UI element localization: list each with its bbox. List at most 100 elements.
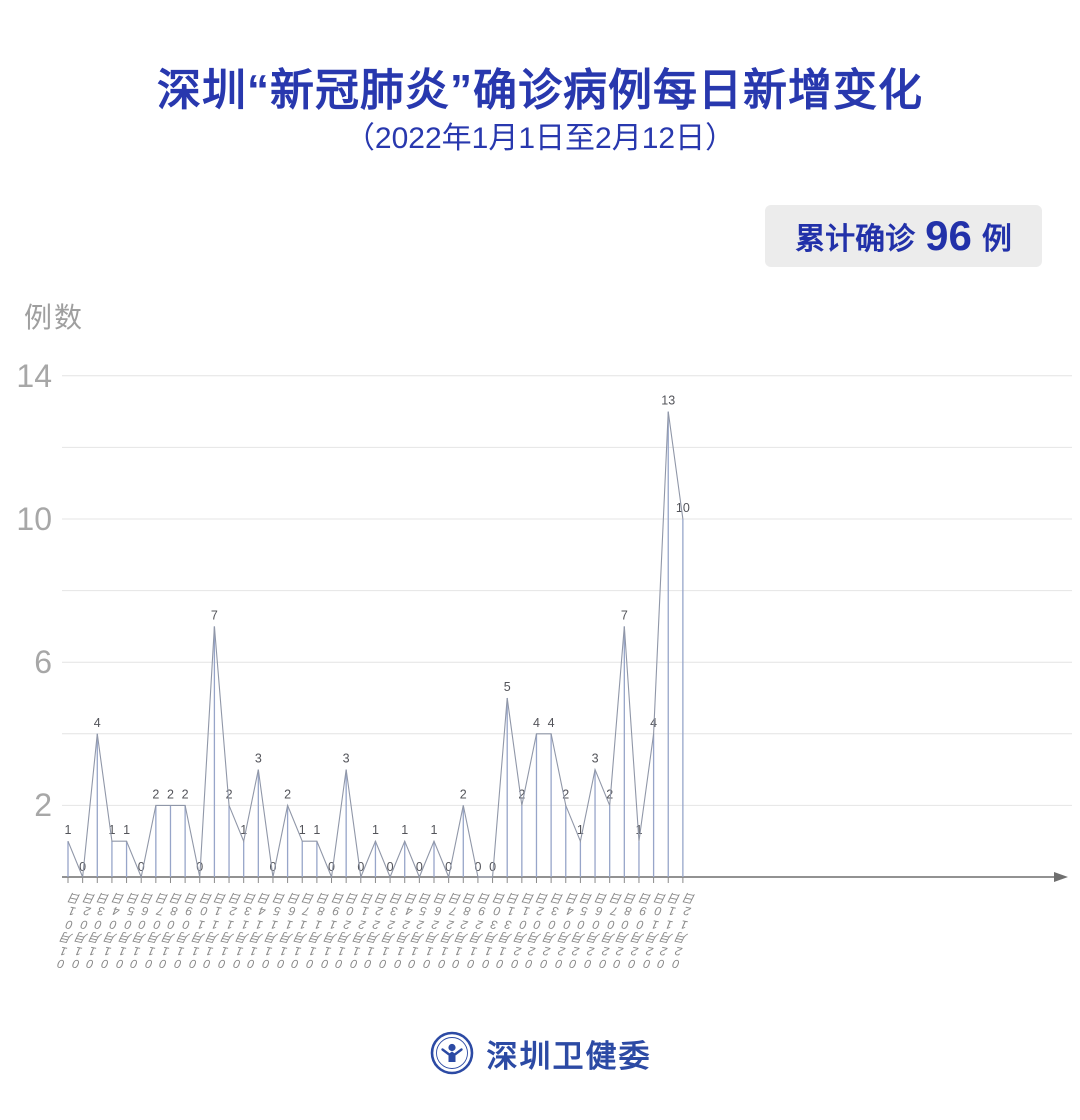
date-label-char: 0 — [547, 916, 558, 932]
data-point-label: 0 — [79, 860, 86, 874]
data-point-label: 1 — [635, 823, 642, 837]
data-point-label: 2 — [152, 787, 159, 801]
date-label-char: 0 — [181, 916, 192, 932]
data-point-label: 1 — [313, 823, 320, 837]
badge-suffix: 例 — [981, 223, 1012, 256]
data-point-label: 0 — [328, 860, 335, 874]
date-label-char: 1 — [351, 943, 362, 959]
date-label-char: 1 — [117, 943, 127, 959]
data-point-label: 2 — [606, 787, 613, 801]
date-label-char: 2 — [371, 916, 382, 932]
date-label-char: 1 — [483, 943, 493, 959]
data-point-label: 13 — [661, 394, 675, 408]
data-point-label: 0 — [387, 860, 394, 874]
date-label-char: 1 — [439, 943, 450, 959]
data-point-label: 3 — [343, 752, 350, 766]
date-label-char: 1 — [146, 943, 157, 959]
data-point-label: 1 — [240, 823, 247, 837]
data-point-label: 4 — [548, 716, 555, 730]
data-point-label: 1 — [431, 823, 438, 837]
date-label-char: 2 — [342, 916, 353, 932]
date-label-char: 0 — [576, 916, 587, 932]
date-label-char: 2 — [644, 943, 654, 959]
data-point-label: 2 — [518, 787, 525, 801]
y-axis-unit-label: 例数 — [24, 302, 85, 333]
data-point-label: 4 — [533, 716, 540, 730]
x-axis-arrow-icon — [1054, 872, 1068, 882]
total-confirmed-badge: 累计确诊 96 例 — [765, 205, 1042, 267]
data-point-label: 0 — [138, 860, 145, 874]
page-title: 深圳“新冠肺炎”确诊病例每日新增变化 — [157, 66, 923, 115]
data-point-label: 2 — [226, 787, 233, 801]
data-point-label: 1 — [577, 823, 584, 837]
data-point-label: 0 — [269, 860, 276, 874]
date-label-char: 0 — [518, 916, 528, 932]
date-label-char: 1 — [278, 943, 288, 959]
date-label-char: 1 — [307, 943, 318, 959]
date-label-char: 1 — [225, 916, 236, 932]
date-label-char: 0 — [137, 916, 148, 932]
y-axis-tick-label: 2 — [34, 787, 52, 824]
date-label-char: 2 — [600, 943, 611, 959]
data-point-label: 1 — [123, 823, 130, 837]
date-label-char: 2 — [401, 916, 411, 932]
data-point-label: 0 — [474, 860, 481, 874]
data-point-label: 2 — [167, 787, 174, 801]
data-point-label: 3 — [592, 752, 599, 766]
data-point-label: 7 — [621, 608, 628, 622]
y-axis-tick-label: 10 — [16, 501, 52, 537]
date-label-char: 0 — [64, 916, 74, 932]
date-label-char: 2 — [673, 943, 684, 959]
data-point-label: 0 — [357, 860, 364, 874]
date-label-char: 2 — [474, 916, 484, 932]
date-label-char: 1 — [240, 916, 250, 932]
footer-org-name: 深圳卫健委 — [486, 1038, 652, 1074]
date-label-char: 2 — [459, 916, 470, 932]
date-label-char: 1 — [650, 916, 660, 932]
data-point-label: 1 — [401, 823, 408, 837]
y-axis-tick-label: 6 — [34, 644, 52, 681]
date-label-char: 0 — [79, 916, 89, 932]
data-point-label: 7 — [211, 608, 218, 622]
data-line — [67, 411, 684, 880]
date-label-char: 1 — [254, 916, 265, 932]
date-label-char: 0 — [108, 916, 118, 932]
date-label-char: 1 — [664, 916, 675, 932]
date-label-char: 1 — [313, 916, 323, 932]
data-point-label: 1 — [372, 823, 379, 837]
page-subtitle: （2022年1月1日至2月12日） — [344, 122, 736, 155]
date-label-char: 1 — [196, 916, 206, 932]
date-label-char: 1 — [298, 916, 309, 932]
data-point-label: 3 — [255, 752, 262, 766]
date-label-char: 2 — [415, 916, 426, 932]
y-axis-tick-label: 14 — [16, 357, 52, 394]
data-point-label: 1 — [299, 823, 306, 837]
date-label-char: 0 — [123, 916, 133, 932]
badge-count: 96 — [925, 212, 972, 259]
data-point-label: 2 — [284, 787, 291, 801]
date-label-char: 0 — [635, 916, 645, 932]
data-point-label: 10 — [676, 501, 690, 515]
date-label-char: 0 — [620, 916, 631, 932]
date-label-char: 0 — [93, 916, 104, 932]
data-point-label: 2 — [562, 787, 569, 801]
data-point-label: 1 — [65, 823, 72, 837]
date-label-char: 日 — [682, 890, 698, 907]
date-label-char: 1 — [73, 943, 84, 959]
data-point-label: 0 — [489, 860, 496, 874]
date-label-char: 2 — [445, 916, 455, 932]
date-label-char: 2 — [512, 943, 523, 959]
date-label-char: 0 — [591, 916, 602, 932]
date-label-char: 3 — [503, 916, 514, 932]
footer: 深圳卫健委 — [0, 1030, 1080, 1076]
date-label-char: 0 — [152, 916, 162, 932]
date-label-char: 1 — [269, 916, 279, 932]
date-label-char: 2 — [357, 916, 367, 932]
data-point-label: 0 — [445, 860, 452, 874]
data-point-label: 0 — [196, 860, 203, 874]
date-label-char: 0 — [562, 916, 572, 932]
date-label-char: 1 — [322, 943, 332, 959]
date-label-char: 1 — [210, 916, 221, 932]
